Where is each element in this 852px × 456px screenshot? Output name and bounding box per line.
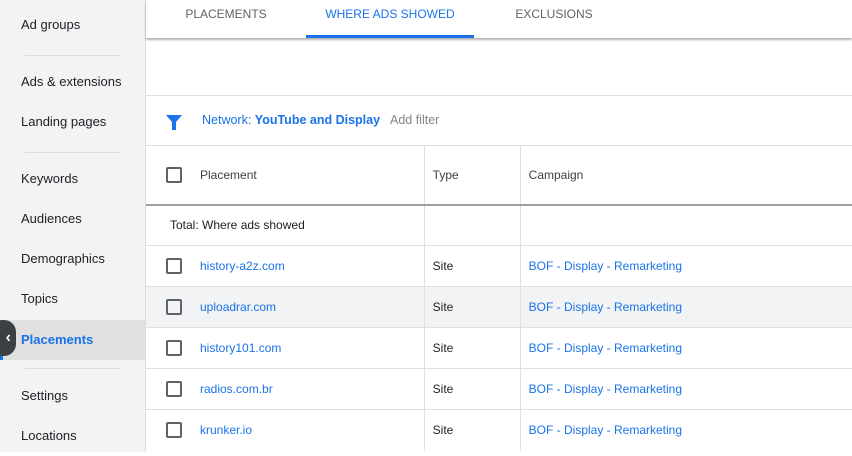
campaign-link[interactable]: BOF - Display - Remarketing [528, 259, 683, 273]
column-header-placement[interactable]: Placement [192, 145, 425, 206]
divider [25, 55, 121, 56]
row-checkbox[interactable] [166, 381, 182, 397]
table-row: krunker.io Site BOF - Display - Remarket… [146, 409, 852, 451]
column-header-type[interactable]: Type [423, 145, 521, 206]
filter-value: YouTube and Display [254, 113, 381, 127]
divider [25, 152, 121, 153]
filter-icon[interactable] [165, 113, 183, 131]
campaign-link[interactable]: BOF - Display - Remarketing [528, 423, 683, 438]
row-checkbox[interactable] [166, 258, 182, 274]
chevron-left-icon[interactable]: ‹ [0, 320, 16, 356]
table-row: uploadrar.com Site BOF - Display - Remar… [146, 286, 852, 328]
column-header-campaign[interactable]: Campaign [519, 145, 852, 206]
placements-table: Placement Type Campaign Total: Where ads… [146, 145, 852, 451]
sidebar-item-audiences[interactable]: Audiences [21, 211, 82, 226]
table-row: history101.com Site BOF - Display - Rema… [146, 327, 852, 369]
filter-bar: Network: YouTube and Display Add filter [146, 95, 852, 145]
add-filter-button[interactable]: Add filter [390, 113, 440, 127]
type-cell: Site [423, 368, 521, 410]
row-checkbox[interactable] [166, 422, 182, 439]
tab-exclusions[interactable]: EXCLUSIONS [515, 7, 593, 21]
table-header: Placement Type Campaign [146, 145, 852, 206]
divider [25, 368, 121, 369]
tab-bar: PLACEMENTS WHERE ADS SHOWED EXCLUSIONS [146, 0, 852, 38]
table-row: history-a2z.com Site BOF - Display - Rem… [146, 245, 852, 287]
sidebar-item-ad-groups[interactable]: Ad groups [21, 17, 81, 32]
sidebar-item-keywords[interactable]: Keywords [21, 171, 79, 186]
placement-link[interactable]: history101.com [200, 341, 282, 355]
main-content: PLACEMENTS WHERE ADS SHOWED EXCLUSIONS N… [146, 0, 852, 452]
placement-link[interactable]: krunker.io [200, 423, 253, 438]
sidebar-item-ads-extensions[interactable]: Ads & extensions [21, 74, 122, 89]
campaign-link[interactable]: BOF - Display - Remarketing [528, 341, 683, 355]
row-checkbox[interactable] [166, 299, 182, 315]
row-checkbox[interactable] [166, 340, 182, 356]
sidebar-item-demographics[interactable]: Demographics [21, 251, 105, 266]
campaign-link[interactable]: BOF - Display - Remarketing [528, 300, 683, 314]
table-row: radios.com.br Site BOF - Display - Remar… [146, 368, 852, 410]
placement-link[interactable]: radios.com.br [200, 382, 273, 396]
placement-link[interactable]: history-a2z.com [200, 259, 285, 273]
campaign-link[interactable]: BOF - Display - Remarketing [528, 382, 683, 396]
type-cell: Site [423, 286, 521, 328]
type-cell: Site [423, 409, 521, 451]
placement-link[interactable]: uploadrar.com [200, 300, 277, 314]
sidebar-item-placements[interactable]: Placements [0, 320, 145, 360]
tab-placements[interactable]: PLACEMENTS [185, 7, 267, 21]
sidebar-item-locations[interactable]: Locations [21, 428, 77, 443]
total-row: Total: Where ads showed [146, 204, 852, 246]
type-cell: Site [423, 245, 521, 287]
total-label: Total: Where ads showed [146, 204, 425, 246]
network-filter-chip[interactable]: Network: YouTube and Display [202, 96, 380, 144]
sidebar-item-settings[interactable]: Settings [21, 388, 68, 403]
tab-where-ads-showed[interactable]: WHERE ADS SHOWED [306, 0, 474, 38]
sidebar-item-landing-pages[interactable]: Landing pages [21, 114, 107, 129]
select-all-checkbox[interactable] [166, 166, 182, 183]
sidebar-item-topics[interactable]: Topics [21, 291, 58, 306]
filter-label: Network: [202, 113, 255, 127]
sidebar: Ad groups Ads & extensions Landing pages… [0, 0, 146, 452]
type-cell: Site [423, 327, 521, 369]
